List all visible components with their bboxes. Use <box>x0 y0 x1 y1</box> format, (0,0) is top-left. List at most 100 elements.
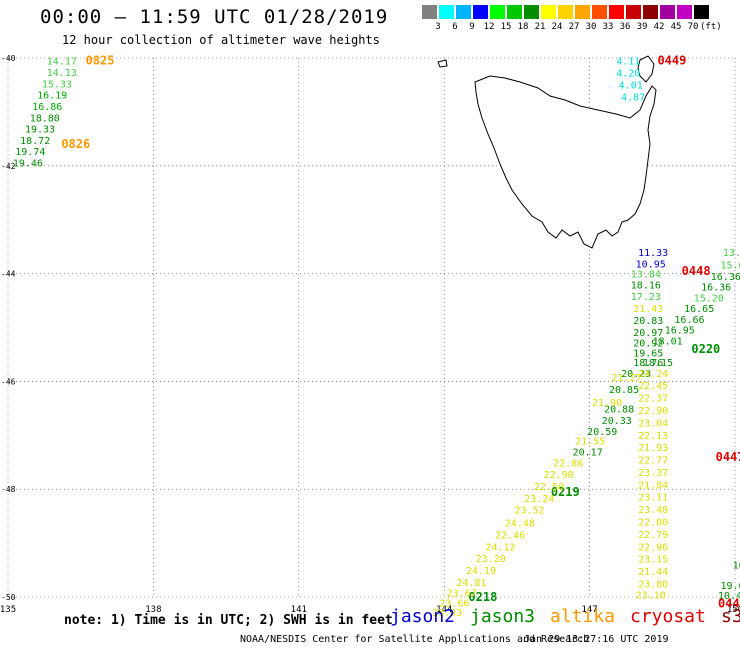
swh-value-label: 19.33 <box>25 125 55 136</box>
swh-value-label: 24.24 <box>638 369 668 380</box>
swh-value-label: 23.80 <box>638 580 668 591</box>
swh-value-label: 14.17 <box>47 57 77 68</box>
colorbar-tick: 6 <box>452 22 458 32</box>
swh-value-label: 22.90 <box>544 470 574 481</box>
swh-value-label: 24.48 <box>505 519 535 530</box>
swh-value-label: 23.20 <box>476 554 506 565</box>
swh-value-label: 16.19 <box>37 91 67 102</box>
swh-value-label: 21.44 <box>638 567 668 578</box>
colorbar-swatch <box>558 5 574 19</box>
generation-timestamp: Jan 29 13:27:16 UTC 2019 <box>524 634 669 645</box>
colorbar-swatch <box>609 5 625 19</box>
colorbar-tick: 21 <box>534 22 546 32</box>
swh-value-label: 16.66 <box>674 315 704 326</box>
colorbar-swatch <box>660 5 676 19</box>
credit-text: NOAA/NESDIS Center for Satellite Applica… <box>240 634 590 645</box>
swh-value-label: 23.11 <box>638 493 668 504</box>
swh-value-label: 19.65 <box>633 348 663 359</box>
lon-tick-label: 150 <box>727 605 740 615</box>
swh-value-label: 20.88 <box>604 404 634 415</box>
swh-value-label: 20.33 <box>602 416 632 427</box>
swh-value-label: 19.74 <box>15 147 45 158</box>
pass-time-label: 0449 <box>657 54 686 68</box>
lat-tick-label: -48 <box>1 485 16 494</box>
swh-value-label: 18.16 <box>631 280 661 291</box>
legend-altika: altika <box>550 606 616 627</box>
map-subtitle: 12 hour collection of altimeter wave hei… <box>62 33 380 47</box>
swh-value-label: 20.85 <box>609 385 639 396</box>
lat-tick-label: -50 <box>1 593 16 602</box>
lon-tick-label: 147 <box>581 605 597 615</box>
colorbar-swatch <box>592 5 608 19</box>
swh-value-label: 22.79 <box>638 530 668 541</box>
pass-time-label: 0219 <box>551 485 580 499</box>
lat-tick-label: -46 <box>1 377 16 386</box>
swh-value-label: 18.72 <box>20 136 50 147</box>
pass-time-label: 0826 <box>61 137 90 151</box>
lat-tick-label: -42 <box>1 162 16 171</box>
pass-time-label: 0825 <box>86 54 115 68</box>
legend-jason2: jason2 <box>390 606 456 627</box>
colorbar-tick: 45 <box>670 22 682 32</box>
colorbar-swatch <box>507 5 523 19</box>
swh-value-label: 24.19 <box>466 566 496 577</box>
flinders-island <box>637 55 655 83</box>
colorbar-tick: 15 <box>500 22 512 32</box>
colorbar-tick: 70 <box>687 22 699 32</box>
swh-value-label: 22.00 <box>638 518 668 529</box>
wave-height-labels: 14.1714.1315.3316.1916.8618.8019.3318.72… <box>13 54 740 619</box>
legend-s3a: s3a <box>721 606 740 627</box>
swh-value-label: 16 <box>733 561 740 572</box>
swh-value-label: 4.11 <box>616 57 640 68</box>
colorbar-swatch <box>439 5 455 19</box>
colorbar-swatch <box>422 5 438 19</box>
swh-value-label: 4.20 <box>616 69 640 80</box>
swh-value-label: 15.05 <box>720 260 740 271</box>
colorbar-tick: 3 <box>435 22 441 32</box>
swh-value-label: 22.50 <box>534 482 564 493</box>
swh-value-label: 22.37 <box>638 394 668 405</box>
colorbar-tick: (ft) <box>700 22 722 32</box>
colorbar-swatch <box>643 5 659 19</box>
swh-value-label: 21.27 <box>611 373 641 384</box>
swh-value-label: 19.46 <box>13 159 43 170</box>
swh-value-label: 22.46 <box>495 530 525 541</box>
swh-value-label: 19.6 <box>720 581 740 592</box>
swh-value-label: 22.90 <box>638 406 668 417</box>
lon-tick-label: 144 <box>436 605 452 615</box>
colorbar-tick: 12 <box>483 22 495 32</box>
swh-value-label: 13.84 <box>631 270 661 281</box>
swh-value-label: 23.15 <box>638 555 668 566</box>
swh-value-label: 22.13 <box>638 431 668 442</box>
colorbar-swatch <box>694 5 710 19</box>
swh-value-label: 24.81 <box>456 578 486 589</box>
colorbar-tick: 42 <box>653 22 665 32</box>
colorbar-swatch <box>677 5 693 19</box>
swh-value-label: 16.95 <box>665 326 695 337</box>
colorbar-tick: 18 <box>517 22 529 32</box>
swh-value-label: 22.77 <box>638 456 668 467</box>
swh-value-label: 14.13 <box>47 68 77 79</box>
pass-time-label: 0447 <box>716 450 740 464</box>
swh-value-label: 20.97 <box>633 328 663 339</box>
swh-value-label: 18.80 <box>30 113 60 124</box>
colorbar-tick: 30 <box>585 22 597 32</box>
swh-value-label: 20.23 <box>621 369 651 380</box>
colorbar-tick: 24 <box>551 22 563 32</box>
colorbar-tick: 36 <box>619 22 631 32</box>
colorbar-swatch <box>473 5 489 19</box>
swh-value-label: 17.23 <box>631 292 661 303</box>
swh-value-label: 4.87 <box>621 92 645 103</box>
swh-value-label: 13.4 <box>723 248 740 259</box>
swh-value-label: 23.37 <box>638 468 668 479</box>
map-title: 00:00 – 11:59 UTC 01/28/2019 <box>40 6 389 28</box>
swh-value-label: 21.90 <box>592 398 622 409</box>
swh-value-label: 21.43 <box>633 304 663 315</box>
swh-value-label: 18.15 <box>643 358 673 369</box>
swh-value-label: 4.01 <box>619 80 643 91</box>
swh-value-label: 21.93 <box>638 443 668 454</box>
swh-value-label: 16.36 <box>701 283 731 294</box>
lon-tick-label: 138 <box>145 605 161 615</box>
swh-value-label: 15.33 <box>42 79 72 90</box>
